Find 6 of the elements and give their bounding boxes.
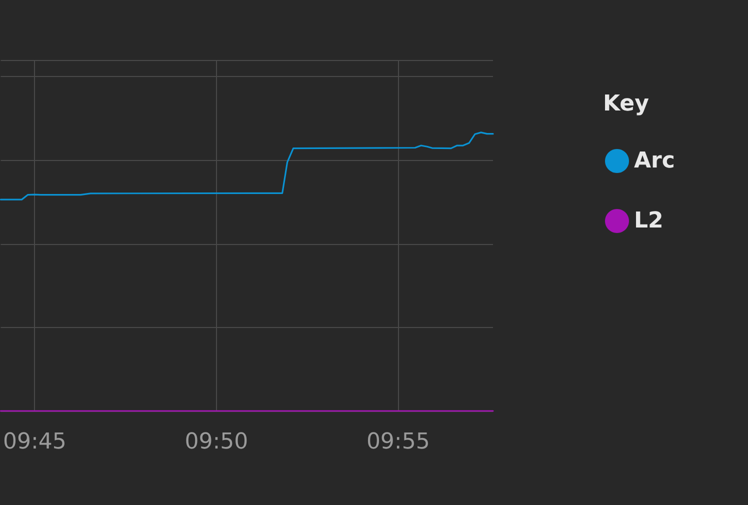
x-tick-label: 09:55	[366, 430, 430, 454]
x-tick-label: 09:50	[184, 430, 248, 454]
x-tick-label: 09:45	[2, 430, 66, 454]
legend-label: L2	[634, 208, 664, 234]
legend-title: Key	[603, 92, 649, 116]
legend-label: Arc	[634, 148, 675, 174]
